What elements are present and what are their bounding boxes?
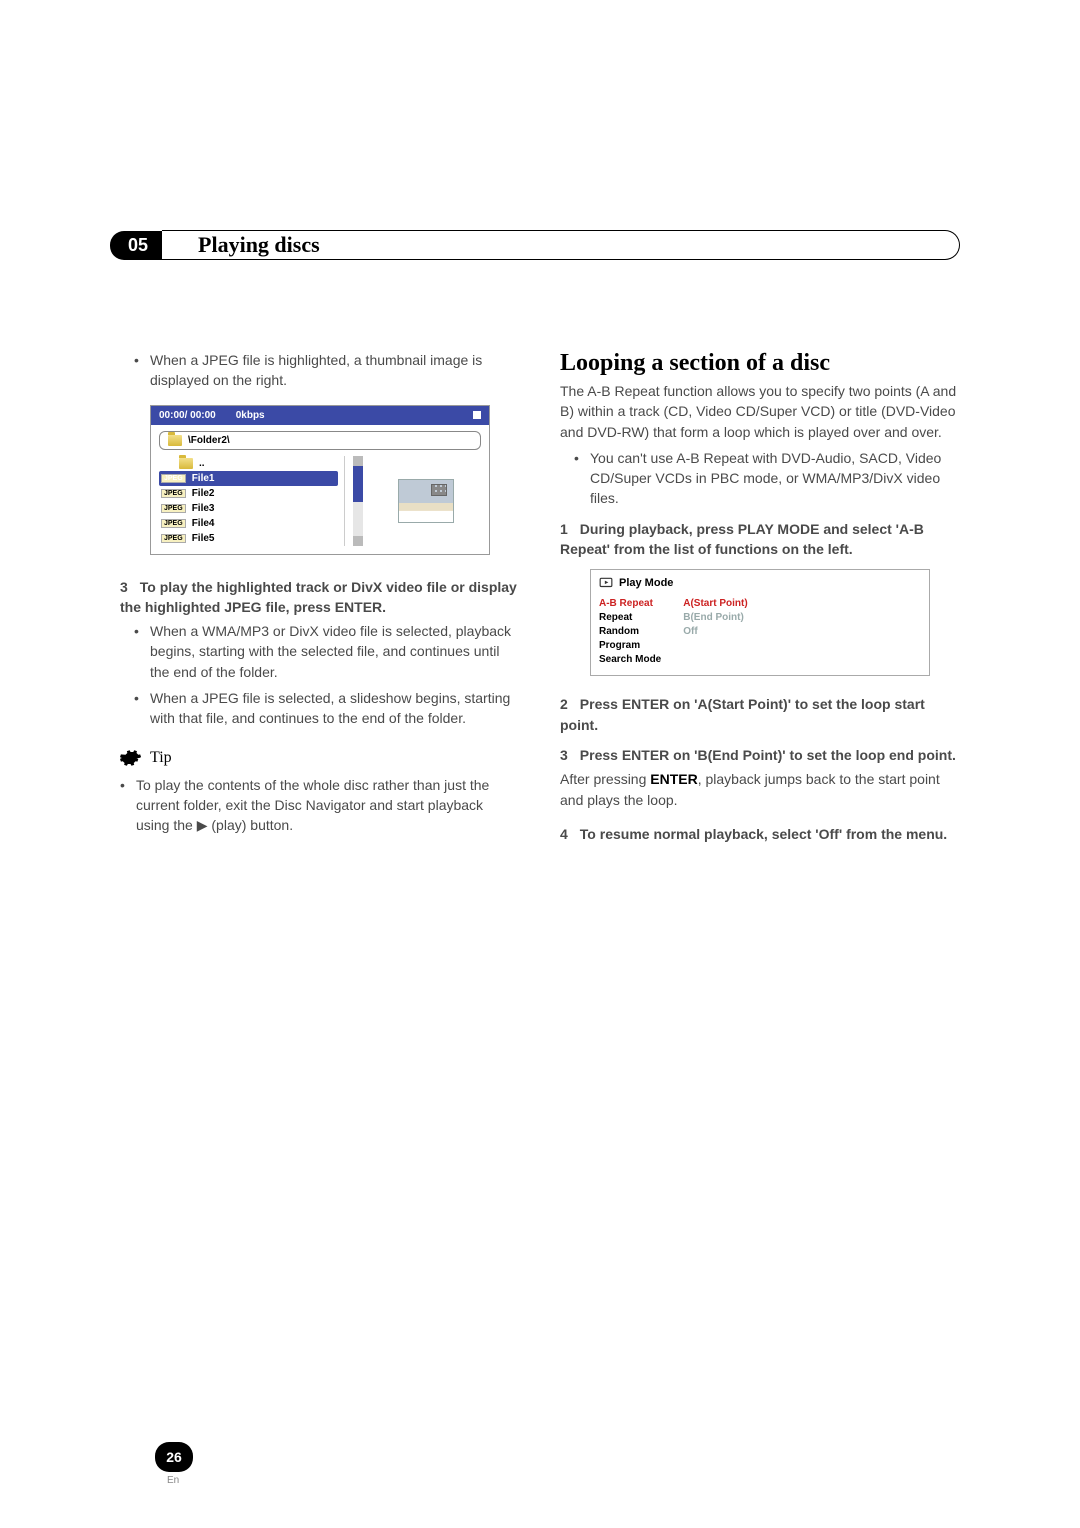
play-mode-right-list: A(Start Point) B(End Point) Off — [683, 598, 747, 665]
disc-nav-path: \Folder2\ — [159, 431, 481, 450]
page-language: En — [167, 1475, 179, 1486]
jpeg-highlight-note: When a JPEG file is highlighted, a thumb… — [120, 350, 520, 391]
disc-nav-scrollbar — [353, 456, 363, 546]
list-item: JPEG File3 — [159, 501, 338, 516]
looping-heading: Looping a section of a disc — [560, 350, 960, 377]
jpeg-badge: JPEG — [161, 474, 186, 483]
list-item: Off — [683, 626, 747, 637]
list-item: JPEG File2 — [159, 486, 338, 501]
loop-step-1: 1During playback, press PLAY MODE and se… — [560, 519, 960, 560]
list-item: Program — [599, 640, 661, 651]
jpeg-badge: JPEG — [161, 534, 186, 543]
disc-navigator-figure: 00:00/ 00:00 0kbps \Folder2\ .. — [150, 405, 490, 555]
play-mode-figure: Play Mode A-B Repeat Repeat Random Progr… — [590, 569, 930, 676]
tip-heading: Tip — [120, 747, 520, 769]
disc-nav-file-list: .. JPEG File1 JPEG File2 JPEG File3 — [159, 456, 345, 546]
step-3-bullet-2: When a JPEG file is selected, a slidesho… — [120, 688, 520, 729]
list-item: JPEG File1 — [159, 471, 338, 486]
disc-nav-time: 00:00/ 00:00 — [159, 410, 216, 421]
list-item: A-B Repeat — [599, 598, 661, 609]
disc-nav-up: .. — [159, 456, 338, 471]
folder-icon — [179, 458, 193, 469]
loop-step-2: 2Press ENTER on 'A(Start Point)' to set … — [560, 694, 960, 735]
jpeg-badge: JPEG — [161, 489, 186, 498]
play-mode-left-list: A-B Repeat Repeat Random Program Search … — [599, 598, 661, 665]
thumbnail-image — [398, 479, 454, 523]
step-3-heading: 3To play the highlighted track or DivX v… — [120, 577, 520, 618]
left-column: When a JPEG file is highlighted, a thumb… — [120, 350, 520, 848]
loop-step-4: 4To resume normal playback, select 'Off'… — [560, 824, 960, 844]
list-item: B(End Point) — [683, 612, 747, 623]
list-item: JPEG File5 — [159, 531, 338, 546]
tip-body: To play the contents of the whole disc r… — [106, 775, 520, 836]
chapter-title: Playing discs — [198, 232, 320, 258]
loop-step-3-body: After pressing ENTER, playback jumps bac… — [560, 769, 960, 810]
list-item: A(Start Point) — [683, 598, 747, 609]
right-column: Looping a section of a disc The A-B Repe… — [560, 350, 960, 848]
chapter-header: 05 Playing discs — [110, 230, 960, 260]
disc-nav-thumbnail — [371, 456, 481, 546]
list-item: Search Mode — [599, 654, 661, 665]
disc-nav-kbps: 0kbps — [236, 410, 265, 421]
gear-icon — [120, 747, 142, 769]
stop-icon — [473, 411, 481, 419]
play-icon: ▶ — [197, 817, 208, 833]
looping-intro: The A-B Repeat function allows you to sp… — [560, 381, 960, 442]
looping-restriction: You can't use A-B Repeat with DVD-Audio,… — [560, 448, 960, 509]
play-mode-icon — [599, 576, 613, 590]
list-item: JPEG File4 — [159, 516, 338, 531]
play-mode-title: Play Mode — [591, 570, 929, 592]
step-3-bullet-1: When a WMA/MP3 or DivX video file is sel… — [120, 621, 520, 682]
jpeg-badge: JPEG — [161, 519, 186, 528]
disc-nav-path-text: \Folder2\ — [188, 435, 230, 446]
loop-step-3: 3Press ENTER on 'B(End Point)' to set th… — [560, 745, 960, 765]
list-item: Repeat — [599, 612, 661, 623]
list-item: Random — [599, 626, 661, 637]
tip-label: Tip — [150, 749, 172, 767]
disc-nav-header: 00:00/ 00:00 0kbps — [151, 406, 489, 425]
page-number: 26 — [155, 1442, 193, 1472]
chapter-number: 05 — [110, 231, 162, 260]
folder-icon — [168, 435, 182, 446]
jpeg-badge: JPEG — [161, 504, 186, 513]
